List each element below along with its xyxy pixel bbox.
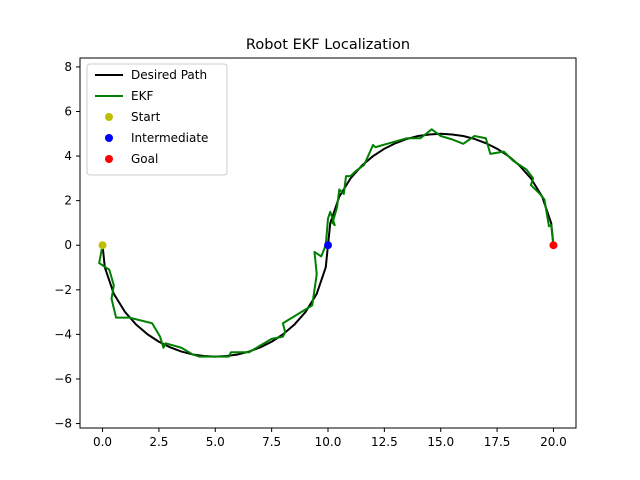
chart-title: Robot EKF Localization (246, 37, 410, 53)
start-marker (98, 241, 107, 250)
legend: Desired Path EKF Start Intermediate Goal (86, 63, 228, 176)
x-tick-label: 15.0 (427, 435, 454, 449)
x-tick-label: 0.0 (93, 435, 112, 449)
legend-swatch-intermediate (105, 134, 113, 142)
legend-label-desired-path: Desired Path (131, 68, 207, 82)
y-tick-label: 8 (64, 60, 72, 74)
x-tick-label: 2.5 (149, 435, 168, 449)
legend-label-start: Start (131, 110, 161, 124)
x-tick-label: 7.5 (262, 435, 281, 449)
x-tick-label: 10.0 (315, 435, 342, 449)
y-axis: −8 −6 −4 −2 0 2 4 6 8 (54, 60, 80, 431)
legend-label-goal: Goal (131, 152, 158, 166)
x-tick-label: 5.0 (206, 435, 225, 449)
goal-marker (549, 241, 558, 250)
y-tick-label: 0 (64, 238, 72, 252)
y-tick-label: −6 (54, 372, 72, 386)
y-tick-label: 4 (64, 149, 72, 163)
y-tick-label: 6 (64, 104, 72, 118)
y-tick-label: −2 (54, 283, 72, 297)
x-tick-label: 20.0 (540, 435, 567, 449)
legend-swatch-goal (105, 155, 113, 163)
legend-label-intermediate: Intermediate (131, 131, 208, 145)
intermediate-marker (324, 241, 332, 250)
x-axis: 0.0 2.5 5.0 7.5 10.0 12.5 15.0 17.5 20.0 (93, 428, 567, 449)
legend-label-ekf: EKF (131, 89, 153, 103)
y-tick-label: −4 (54, 327, 72, 341)
ekf-series-line (98, 128, 555, 358)
y-tick-label: 2 (64, 194, 72, 208)
y-tick-label: −8 (54, 417, 72, 431)
x-tick-label: 17.5 (484, 435, 511, 449)
legend-box (86, 63, 228, 176)
plot-area (98, 128, 558, 358)
x-tick-label: 12.5 (371, 435, 398, 449)
legend-swatch-start (105, 113, 113, 121)
